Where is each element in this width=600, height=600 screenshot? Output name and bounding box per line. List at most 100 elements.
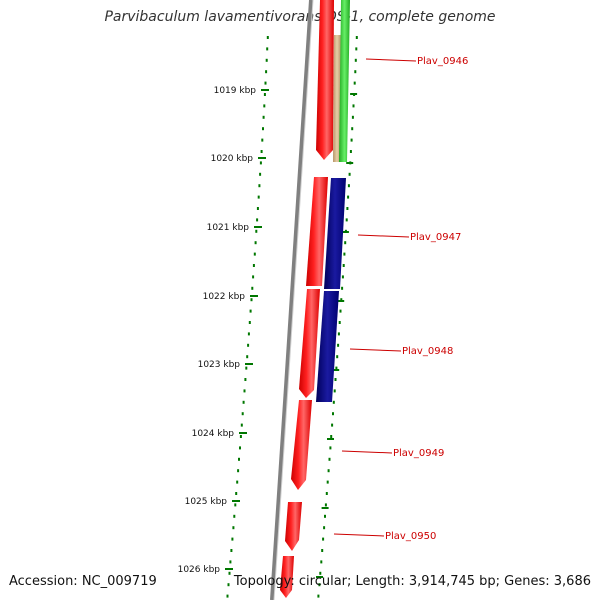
tick-dot <box>262 127 264 131</box>
tick-dot <box>333 389 336 393</box>
tick-dot <box>338 321 341 324</box>
tick-dot <box>351 115 354 119</box>
tick-mark-minor <box>332 369 340 371</box>
gene-leader-line <box>357 234 410 238</box>
cds-arrow <box>280 556 294 598</box>
tick-dot <box>264 81 267 85</box>
tick-mark <box>254 226 262 228</box>
tick-dot <box>335 366 338 370</box>
tick-dot <box>326 480 329 484</box>
tick-dot <box>323 526 326 530</box>
tick-dot <box>242 400 245 404</box>
tick-dot <box>237 469 240 473</box>
gene-label: Plav_0948 <box>402 346 453 357</box>
tick-dot <box>345 218 348 222</box>
tick-dot <box>332 412 334 416</box>
tick-dot <box>235 492 238 495</box>
tick-label: 1026 kbp <box>178 565 221 575</box>
tick-dot <box>347 195 350 199</box>
tick-dot <box>355 36 358 39</box>
tick-mark <box>250 295 258 297</box>
tick-dot <box>230 549 233 552</box>
tick-label: 1021 kbp <box>207 223 250 233</box>
tick-dot <box>344 241 347 245</box>
tick-mark <box>245 363 253 365</box>
tick-dot <box>238 457 240 461</box>
tick-label: 1019 kbp <box>214 86 257 96</box>
tick-dot <box>248 321 251 324</box>
tick-label: 1024 kbp <box>192 429 235 439</box>
gene-label: Plav_0950 <box>385 531 436 542</box>
tick-dot <box>226 594 229 598</box>
cds-arrow <box>306 177 328 286</box>
tick-dot <box>240 423 243 427</box>
tick-label: 1020 kbp <box>211 154 254 164</box>
tick-dot <box>355 47 358 51</box>
tick-dot <box>263 104 266 108</box>
tick-mark <box>239 432 247 434</box>
tick-dot <box>320 560 323 564</box>
accession-text: Accession: NC_009719 <box>9 574 157 589</box>
tick-mark <box>261 89 269 91</box>
tick-dot <box>245 366 248 370</box>
gene-leader-line <box>341 450 393 454</box>
tick-dot <box>354 58 357 62</box>
tick-dot <box>266 47 269 51</box>
tick-dot <box>332 400 335 404</box>
tick-dot <box>336 355 339 359</box>
tick-dot <box>348 172 351 176</box>
tick-dot <box>340 298 343 302</box>
tick-dot <box>263 93 266 96</box>
kbp-ticks: 1019 kbp 1020 kbp 1021 kbp 1022 kbp 1023 kbp… <box>178 86 269 575</box>
tick-dot <box>253 252 256 256</box>
tick-dot <box>246 355 249 359</box>
tick-dot <box>259 172 262 176</box>
tick-dot <box>319 571 322 575</box>
gene-leader-line <box>333 533 385 537</box>
tick-dot <box>353 81 356 85</box>
tick-dot <box>229 560 232 564</box>
gene-leader-line <box>365 58 417 62</box>
tick-mark-minor <box>346 162 354 164</box>
tick-dot <box>337 332 340 336</box>
tick-dot <box>346 207 349 210</box>
tick-dot <box>337 343 340 347</box>
tick-dot <box>341 275 344 279</box>
genome-backbone <box>270 0 313 600</box>
tick-dot <box>328 457 331 461</box>
backbone-highlight <box>273 0 314 600</box>
tick-dot <box>228 571 231 575</box>
feature-green <box>339 0 350 162</box>
cds-arrow <box>316 0 334 160</box>
tick-dot <box>329 446 332 450</box>
tick-dot <box>232 526 235 530</box>
tick-dot <box>317 594 320 598</box>
tick-dot <box>252 275 255 279</box>
tick-mark-minor <box>321 507 329 509</box>
tick-dot <box>239 446 241 450</box>
gene-label: Plav_0947 <box>410 232 461 243</box>
tick-dot <box>339 309 342 313</box>
gene-label: Plav_0946 <box>417 56 468 67</box>
tick-dot <box>325 492 328 495</box>
tick-mark-minor <box>316 576 323 578</box>
tick-dot <box>256 207 259 210</box>
tick-dot <box>227 583 230 587</box>
tick-dot <box>351 127 354 131</box>
topology-summary: Topology: circular; Length: 3,914,745 bp… <box>233 574 591 589</box>
tick-dot <box>254 241 257 245</box>
tick-dot <box>250 298 253 302</box>
tick-dot <box>265 58 268 62</box>
tick-dot <box>343 252 346 256</box>
tick-dot <box>350 138 353 142</box>
tick-dot <box>331 423 334 427</box>
feature-blue <box>324 178 346 289</box>
tick-dot <box>239 435 242 438</box>
tick-dot <box>349 150 352 153</box>
tick-dot <box>257 195 260 199</box>
feature-blue <box>316 291 339 402</box>
gene-labels: Plav_0946 Plav_0947 Plav_0948 Plav_0949 Plav… <box>333 56 468 542</box>
tick-dot <box>318 583 321 587</box>
tick-dot <box>347 184 350 188</box>
